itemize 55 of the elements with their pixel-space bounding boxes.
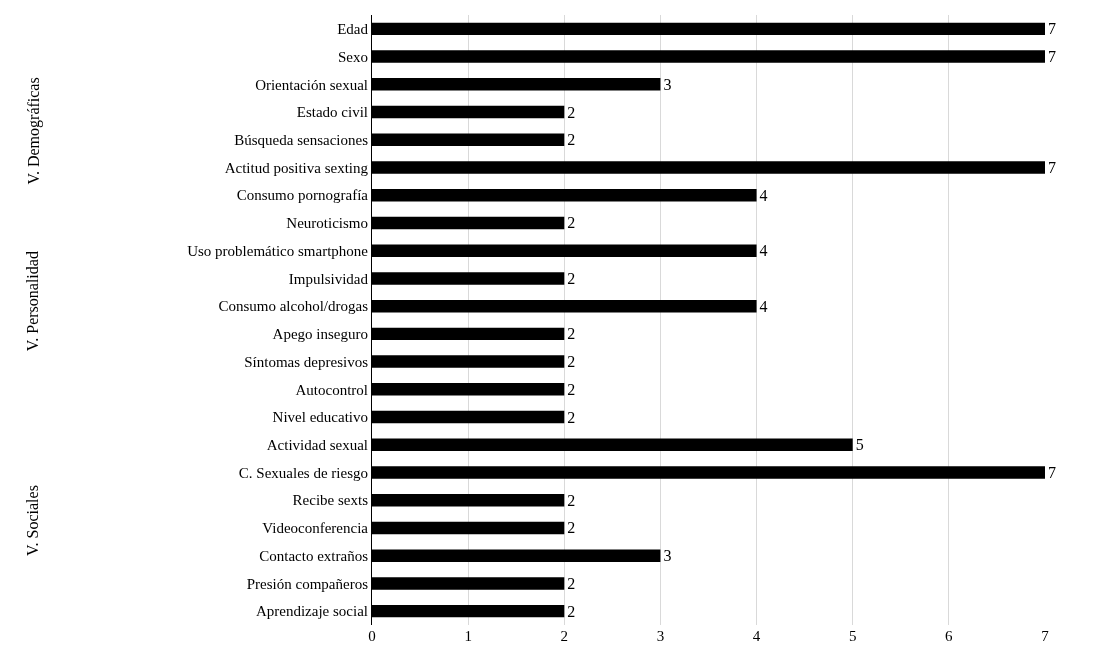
y-tick-label: Actitud positiva sexting <box>224 159 369 176</box>
y-tick-label: Actividad sexual <box>266 437 368 454</box>
data-label: 7 <box>1048 48 1056 66</box>
data-label: 4 <box>759 297 768 315</box>
x-tick-label: 2 <box>560 628 569 644</box>
data-label: 7 <box>1048 159 1056 176</box>
data-label: 2 <box>567 574 576 592</box>
data-label: 4 <box>759 242 768 260</box>
y-tick-label: Consumo pornografía <box>236 187 369 204</box>
y-tick-label: C. Sexuales de riesgo <box>238 464 368 481</box>
data-label: 2 <box>567 519 576 537</box>
x-tick-label: 4 <box>752 628 761 644</box>
x-tick-label: 1 <box>464 628 472 644</box>
y-tick-label: Apego inseguro <box>272 326 368 343</box>
data-label: 2 <box>567 325 576 343</box>
y-tick-label: Videoconferencia <box>262 520 369 537</box>
y-tick-label: Estado civil <box>296 104 368 121</box>
y-tick-label: Edad <box>337 21 369 38</box>
y-tick-label: Sexo <box>338 48 368 65</box>
y-tick-label: Consumo alcohol/drogas <box>218 298 369 315</box>
text: V. Personalidad <box>23 251 41 352</box>
y-tick-label: Síntomas depresivos <box>244 353 369 370</box>
y-tick-label: Contacto extraños <box>259 547 369 564</box>
data-label: 2 <box>567 408 576 426</box>
data-label: 3 <box>663 547 672 565</box>
data-label: 2 <box>567 491 576 509</box>
data-label: 2 <box>567 214 576 232</box>
y-tick-label: Impulsividad <box>288 270 369 287</box>
x-tick-label: 7 <box>1041 628 1050 644</box>
data-label: 7 <box>1048 20 1056 38</box>
data-label: 2 <box>567 269 576 287</box>
data-label: 2 <box>567 380 576 398</box>
text: V. Demográficas <box>24 77 43 185</box>
y-tick-label: Orientación sexual <box>255 76 368 93</box>
y-tick-label: Autocontrol <box>295 381 368 398</box>
data-label: 3 <box>663 75 672 93</box>
data-label: 2 <box>567 353 576 371</box>
x-tick-label: 6 <box>945 628 954 644</box>
data-label: 7 <box>1048 464 1056 481</box>
x-tick-label: 0 <box>368 628 376 644</box>
y-tick-label: Neuroticismo <box>286 215 368 232</box>
x-tick-label: 5 <box>848 628 857 644</box>
y-tick-label: Recibe sexts <box>292 492 369 509</box>
y-tick-label: Aprendizaje social <box>255 603 368 620</box>
x-tick-label: 3 <box>656 628 665 644</box>
y-tick-label: Búsqueda sensaciones <box>234 132 369 149</box>
text: V. Sociales <box>24 485 42 556</box>
data-label: 2 <box>567 103 576 121</box>
y-tick-label: Nivel educativo <box>272 409 368 426</box>
y-tick-label: Uso problemático smartphone <box>187 242 369 259</box>
y-tick-label: Presión compañeros <box>246 575 369 592</box>
data-label: 2 <box>567 131 576 149</box>
data-label: 4 <box>759 186 768 204</box>
data-label: 5 <box>855 436 864 454</box>
data-label: 2 <box>567 602 576 620</box>
